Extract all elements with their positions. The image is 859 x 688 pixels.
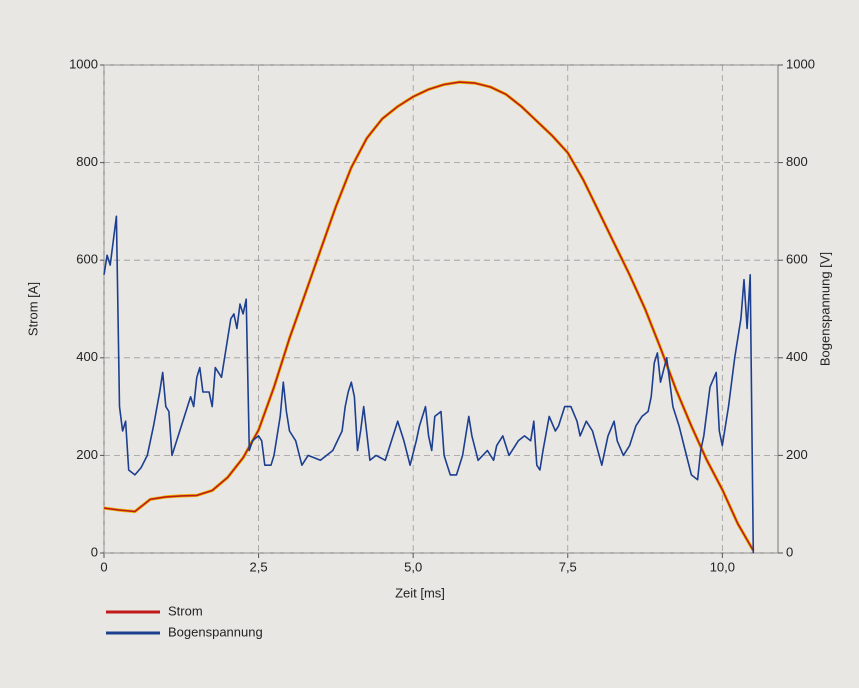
series-line	[103, 81, 754, 551]
plot-frame	[103, 64, 779, 554]
y2-tick-label: 800	[786, 154, 808, 169]
legend-label: Bogenspannung	[168, 624, 263, 639]
x-tick-label: 7,5	[559, 559, 577, 574]
y2-tick-label: 400	[786, 349, 808, 364]
y-tick-label: 0	[91, 544, 98, 559]
y2-axis-label: Bogenspannung [V]	[817, 252, 832, 366]
y2-tick-label: 600	[786, 252, 808, 267]
y2-tick-label: 0	[786, 544, 793, 559]
legend-label: Strom	[168, 603, 203, 618]
series-line	[103, 215, 755, 554]
series-line-halo	[103, 80, 755, 552]
x-tick-label: 0	[100, 559, 107, 574]
y-tick-label: 1000	[69, 56, 98, 71]
y-tick-label: 800	[76, 154, 98, 169]
y2-tick-label: 200	[786, 447, 808, 462]
x-tick-label: 10,0	[710, 559, 735, 574]
y-axis-label: Strom [A]	[25, 282, 40, 336]
y-tick-label: 200	[76, 447, 98, 462]
y-tick-label: 600	[76, 252, 98, 267]
y-tick-label: 400	[76, 349, 98, 364]
x-tick-label: 5,0	[404, 559, 422, 574]
x-tick-label: 2,5	[250, 559, 268, 574]
x-axis-label: Zeit [ms]	[395, 585, 445, 600]
y2-tick-label: 1000	[786, 56, 815, 71]
